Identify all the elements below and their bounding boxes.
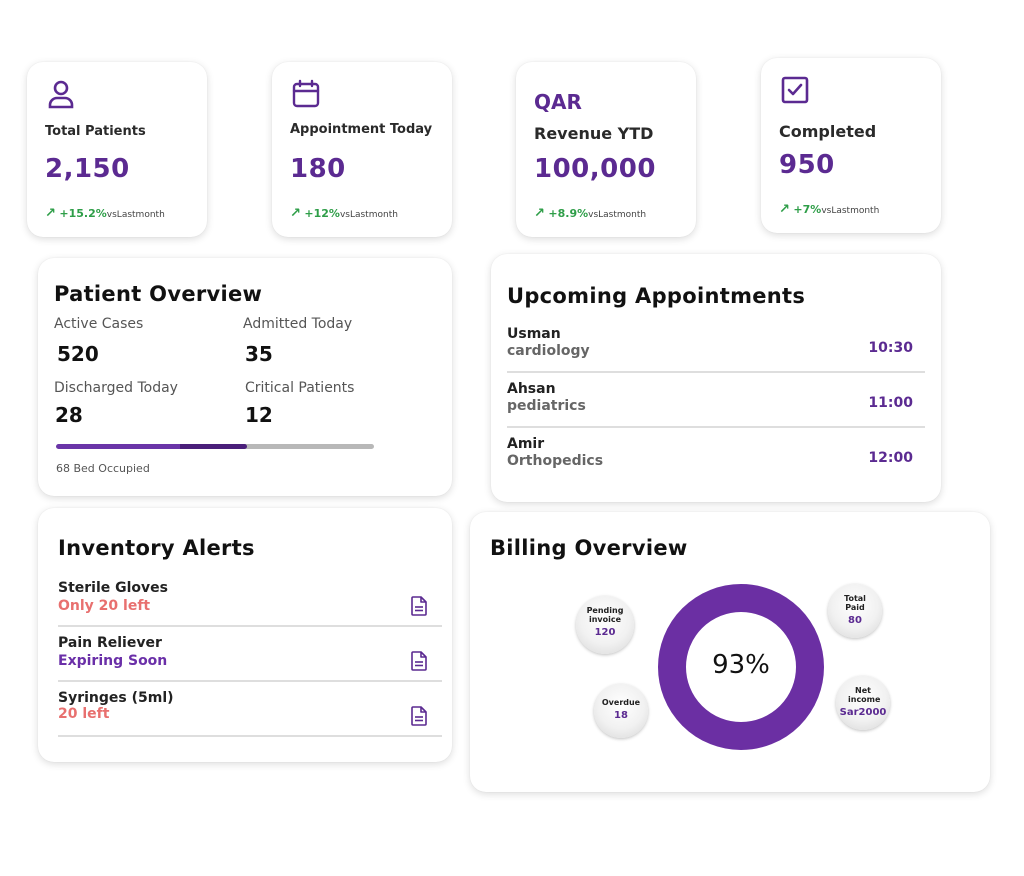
section-title: Billing Overview <box>490 536 688 560</box>
bubble-label: Pending invoice <box>586 606 624 624</box>
billing-donut <box>658 584 824 750</box>
stat-value: 180 <box>290 154 346 184</box>
document-icon[interactable] <box>410 596 428 616</box>
inventory-item[interactable]: Sterile Gloves Only 20 left <box>58 580 442 635</box>
bubble-label: Total Paid <box>844 594 866 612</box>
inventory-item[interactable]: Syringes (5ml) 20 left <box>58 690 442 745</box>
bubble-value: 120 <box>594 627 616 638</box>
divider <box>507 371 925 373</box>
currency-code: QAR <box>534 90 582 114</box>
change-comparison: vsLastmonth <box>339 210 398 220</box>
patient-name: Amir <box>507 436 545 452</box>
divider <box>58 625 442 627</box>
trend-up-icon: ↗ <box>45 206 56 221</box>
change-comparison: vsLastmonth <box>821 206 880 216</box>
metric-value-active-cases: 520 <box>57 342 99 366</box>
stat-card-total-patients[interactable]: Total Patients 2,150 ↗ +15.2%vsLastmonth <box>27 62 207 237</box>
bubble-label: Overdue <box>601 698 641 707</box>
stat-label: Revenue YTD <box>534 124 654 143</box>
divider <box>507 426 925 428</box>
department: cardiology <box>507 343 590 359</box>
document-icon[interactable] <box>410 651 428 671</box>
bubble-total-paid[interactable]: Total Paid 80 <box>828 584 882 638</box>
divider <box>58 680 442 682</box>
appointment-row[interactable]: Usman cardiology 10:30 <box>507 326 925 381</box>
bubble-value: 18 <box>614 710 628 721</box>
change-comparison: vsLastmonth <box>106 210 165 220</box>
stat-value: 950 <box>779 150 835 180</box>
change-percent: +8.9% <box>548 207 589 220</box>
stat-card-revenue-ytd[interactable]: QAR Revenue YTD 100,000 ↗ +8.9%vsLastmon… <box>516 62 696 237</box>
trend-up-icon: ↗ <box>534 206 545 221</box>
checkbox-icon <box>779 74 811 106</box>
bed-occupancy-fill <box>56 444 247 449</box>
appointment-time: 12:00 <box>868 450 913 466</box>
stat-card-completed[interactable]: Completed 950 ↗ +7%vsLastmonth <box>761 58 941 233</box>
item-name: Sterile Gloves <box>58 580 169 596</box>
change-percent: +12% <box>304 207 340 220</box>
change-comparison: vsLastmonth <box>588 210 647 220</box>
section-title: Upcoming Appointments <box>507 284 806 308</box>
item-status: Expiring Soon <box>58 653 168 669</box>
appointment-row[interactable]: Ahsan pediatrics 11:00 <box>507 381 925 436</box>
appointment-row[interactable]: Amir Orthopedics 12:00 <box>507 436 925 491</box>
metric-label-admitted-today: Admitted Today <box>243 316 353 332</box>
inventory-alerts-card: Inventory Alerts Sterile Gloves Only 20 … <box>38 508 452 762</box>
metric-label-active-cases: Active Cases <box>54 316 144 332</box>
stat-value: 2,150 <box>45 154 130 184</box>
item-name: Pain Reliever <box>58 635 162 651</box>
appointment-time: 11:00 <box>868 395 913 411</box>
metric-label-critical-patients: Critical Patients <box>245 380 355 396</box>
section-title: Inventory Alerts <box>58 536 255 560</box>
item-status: Only 20 left <box>58 598 151 614</box>
section-title: Patient Overview <box>54 282 263 306</box>
trend-up-icon: ↗ <box>779 202 790 217</box>
department: Orthopedics <box>507 453 604 469</box>
document-icon[interactable] <box>410 706 428 726</box>
bubble-value: 80 <box>848 615 862 626</box>
billing-overview-card: Billing Overview 93% Pending invoice 120… <box>470 512 990 792</box>
billing-percent: 93% <box>712 650 770 680</box>
department: pediatrics <box>507 398 586 414</box>
item-name: Syringes (5ml) <box>58 690 174 706</box>
upcoming-appointments-card: Upcoming Appointments Usman cardiology 1… <box>491 254 941 502</box>
metric-value-critical-patients: 12 <box>245 403 273 427</box>
trend-up-icon: ↗ <box>290 206 301 221</box>
appointment-time: 10:30 <box>868 340 913 356</box>
metric-label-discharged-today: Discharged Today <box>54 380 178 396</box>
stat-label: Total Patients <box>45 124 146 139</box>
stat-change: ↗ +7%vsLastmonth <box>779 202 879 217</box>
change-percent: +7% <box>793 203 822 216</box>
metric-value-admitted-today: 35 <box>245 342 273 366</box>
bubble-net-income[interactable]: Net income Sar2000 <box>836 676 890 730</box>
stat-card-appointment-today[interactable]: Appointment Today 180 ↗ +12%vsLastmonth <box>272 62 452 237</box>
stat-change: ↗ +15.2%vsLastmonth <box>45 206 165 221</box>
change-percent: +15.2% <box>59 207 107 220</box>
bubble-label: Net income <box>848 686 881 704</box>
stat-value: 100,000 <box>534 154 656 184</box>
bubble-value: Sar2000 <box>839 707 887 718</box>
patient-name: Ahsan <box>507 381 556 397</box>
divider <box>58 735 442 737</box>
metric-value-discharged-today: 28 <box>55 403 83 427</box>
bubble-pending-invoice[interactable]: Pending invoice 120 <box>576 596 634 654</box>
inventory-item[interactable]: Pain Reliever Expiring Soon <box>58 635 442 690</box>
bed-occupancy-note: 68 Bed Occupied <box>56 462 150 475</box>
stat-label: Appointment Today <box>290 122 433 137</box>
stat-change: ↗ +12%vsLastmonth <box>290 206 398 221</box>
bubble-overdue[interactable]: Overdue 18 <box>594 684 648 738</box>
calendar-icon <box>290 78 322 110</box>
item-status: 20 left <box>58 706 110 722</box>
user-icon <box>45 78 77 110</box>
stat-change: ↗ +8.9%vsLastmonth <box>534 206 646 221</box>
patient-overview-card: Patient Overview Active Cases 520 Admitt… <box>38 258 452 496</box>
patient-name: Usman <box>507 326 561 342</box>
stat-label: Completed <box>779 122 877 141</box>
bed-occupancy-bar <box>56 444 374 449</box>
